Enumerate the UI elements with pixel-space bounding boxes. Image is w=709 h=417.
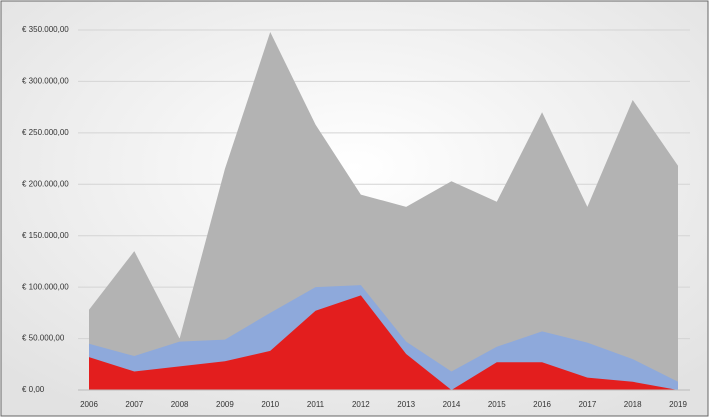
y-tick-label: € 350.000,00 bbox=[22, 25, 69, 34]
x-tick-label: 2009 bbox=[216, 400, 234, 409]
x-tick-label: 2007 bbox=[125, 400, 143, 409]
y-tick-label: € 0,00 bbox=[22, 385, 45, 394]
x-tick-label: 2011 bbox=[307, 400, 325, 409]
x-tick-label: 2012 bbox=[352, 400, 370, 409]
x-tick-label: 2018 bbox=[624, 400, 642, 409]
x-tick-label: 2013 bbox=[397, 400, 415, 409]
area bbox=[89, 32, 678, 391]
x-tick-label: 2019 bbox=[669, 400, 687, 409]
y-tick-label: € 300.000,00 bbox=[22, 77, 69, 86]
x-tick-label: 2010 bbox=[261, 400, 279, 409]
y-tick-label: € 250.000,00 bbox=[22, 128, 69, 137]
x-tick-label: 2015 bbox=[488, 400, 506, 409]
x-tick-label: 2006 bbox=[80, 400, 98, 409]
x-tick-label: 2016 bbox=[533, 400, 551, 409]
x-tick-label: 2017 bbox=[578, 400, 596, 409]
y-tick-label: € 150.000,00 bbox=[22, 231, 69, 240]
area bbox=[89, 295, 678, 390]
y-tick-label: € 50.000,00 bbox=[22, 334, 65, 343]
x-tick-label: 2008 bbox=[171, 400, 189, 409]
x-tick-label: 2014 bbox=[443, 400, 461, 409]
y-tick-label: € 100.000,00 bbox=[22, 282, 69, 291]
y-tick-label: € 200.000,00 bbox=[22, 179, 69, 188]
